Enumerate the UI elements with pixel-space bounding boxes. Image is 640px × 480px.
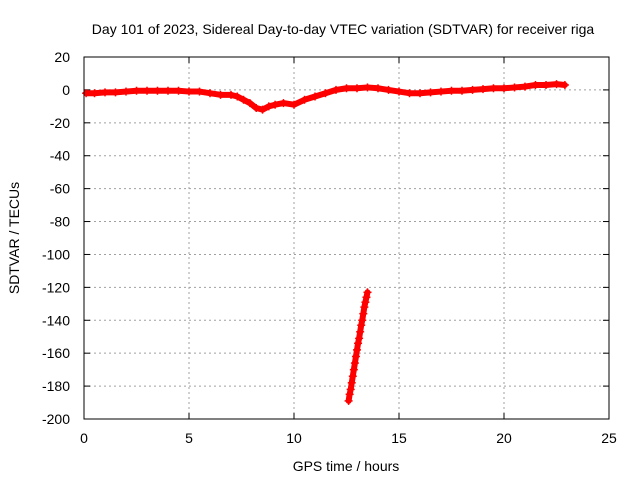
data-point xyxy=(353,345,361,354)
data-point xyxy=(416,89,424,98)
data-point xyxy=(346,385,355,394)
y-tick-label: -100 xyxy=(42,246,70,262)
data-point xyxy=(345,390,354,399)
data-point xyxy=(258,105,267,114)
data-point xyxy=(349,365,358,374)
y-tick-labels: 20 0 -20 -40 -60 -80 -100 -120 -140 -160 -180 -200 xyxy=(42,49,70,427)
data-point xyxy=(279,99,288,108)
data-point xyxy=(356,327,365,336)
data-point xyxy=(354,339,363,348)
data-point xyxy=(245,99,254,108)
chart-title: Day 101 of 2023, Sidereal Day-to-day VTE… xyxy=(92,21,595,37)
data-point xyxy=(195,87,204,96)
data-point xyxy=(560,80,569,89)
data-point xyxy=(362,293,371,302)
tick-marks xyxy=(83,56,610,420)
data-point xyxy=(311,92,319,101)
data-point xyxy=(153,86,162,95)
data-point xyxy=(351,352,360,361)
data-point xyxy=(510,83,519,92)
y-tick-label: 20 xyxy=(54,49,70,65)
data-point xyxy=(122,87,130,96)
data-point xyxy=(264,102,273,111)
data-point xyxy=(342,84,351,93)
plot-frame xyxy=(83,56,610,420)
data-point xyxy=(395,87,403,96)
data-point xyxy=(227,90,235,99)
data-point xyxy=(82,89,91,98)
data-point xyxy=(437,87,445,96)
data-point xyxy=(206,89,214,98)
x-axis-title: GPS time / hours xyxy=(293,458,400,474)
data-point xyxy=(233,92,242,101)
data-point xyxy=(531,80,540,89)
data-point xyxy=(426,88,435,97)
data-point xyxy=(300,95,309,104)
data-point xyxy=(290,100,298,109)
data-point xyxy=(361,298,370,307)
x-tick-label: 15 xyxy=(391,430,407,446)
series-2 xyxy=(344,288,372,405)
data-point xyxy=(405,89,414,98)
x-tick-label: 0 xyxy=(80,430,88,446)
x-tick-labels: 0 5 10 15 20 25 xyxy=(80,430,617,446)
y-tick-label: -140 xyxy=(42,312,70,328)
data-point xyxy=(174,86,183,95)
data-point xyxy=(363,288,372,297)
data-point xyxy=(542,80,550,89)
x-tick-label: 10 xyxy=(286,430,302,446)
data-point xyxy=(216,90,225,99)
x-tick-label: 25 xyxy=(601,430,617,446)
x-tick-label: 5 xyxy=(185,430,193,446)
data-point xyxy=(132,86,141,95)
data-point xyxy=(252,104,261,113)
y-tick-label: -60 xyxy=(50,181,70,197)
data-point xyxy=(348,372,357,381)
data-point xyxy=(353,84,361,93)
data-point xyxy=(360,303,369,312)
data-point xyxy=(332,85,340,94)
data-point xyxy=(271,100,280,109)
data-point xyxy=(185,87,193,96)
y-tick-label: -180 xyxy=(42,378,70,394)
y-tick-label: -40 xyxy=(50,148,70,164)
data-point xyxy=(344,396,353,405)
y-tick-label: -120 xyxy=(42,279,70,295)
data-point xyxy=(355,334,364,343)
data-point xyxy=(347,378,356,387)
data-point xyxy=(458,86,466,95)
data-point xyxy=(239,95,248,104)
data-point xyxy=(500,84,508,93)
y-tick-label: 0 xyxy=(62,82,70,98)
data-point xyxy=(552,80,561,89)
data-point xyxy=(111,88,120,97)
grid-lines xyxy=(84,57,609,419)
data-point xyxy=(357,321,366,330)
series-1 xyxy=(82,80,569,114)
data-point xyxy=(350,359,359,368)
data-point xyxy=(358,316,367,325)
data-point xyxy=(143,86,151,95)
data-point xyxy=(521,82,529,91)
data-point xyxy=(384,85,393,94)
data-point xyxy=(90,89,99,98)
data-point xyxy=(164,86,172,95)
data-point xyxy=(468,85,477,94)
data-point xyxy=(321,89,330,98)
data-points xyxy=(82,80,569,405)
data-point xyxy=(363,83,372,92)
y-axis-title: SDTVAR / TECUs xyxy=(6,182,22,294)
x-tick-label: 20 xyxy=(496,430,512,446)
data-point xyxy=(479,85,487,94)
y-tick-label: -80 xyxy=(50,214,70,230)
data-point xyxy=(489,84,498,93)
data-point xyxy=(101,88,109,97)
y-tick-label: -20 xyxy=(50,115,70,131)
y-tick-label: -200 xyxy=(42,411,70,427)
data-point xyxy=(359,309,368,318)
data-point xyxy=(447,86,456,95)
data-point xyxy=(374,84,382,93)
y-tick-label: -160 xyxy=(42,345,70,361)
